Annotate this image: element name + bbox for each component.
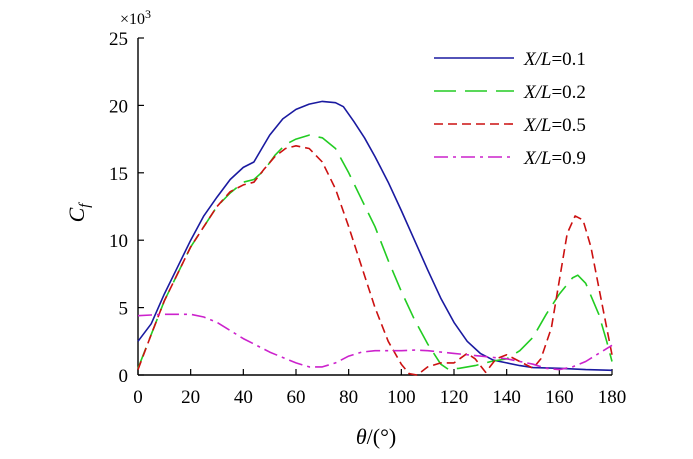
legend-label-3: X/L=0.5 [523, 115, 586, 136]
legend-label-val: =0.9 [551, 148, 585, 169]
x-tick-label: 140 [492, 387, 521, 408]
legend-label-val: =0.1 [551, 49, 585, 70]
x-axis-label-unit: /(°) [367, 424, 397, 449]
series-line-2 [137, 134, 613, 371]
y-ticks: 0 5 10 15 20 25 [109, 29, 144, 387]
x-tick-label: 0 [133, 387, 143, 408]
series-line-1 [137, 100, 613, 372]
legend-label-1: X/L=0.1 [523, 49, 586, 70]
x-tick-label: 160 [545, 387, 574, 408]
x-axis-label: θ/(°) [356, 424, 396, 449]
x-ticks: 0 20 40 60 80 100 120 140 160 180 [133, 369, 626, 408]
legend-label-var: X/L [523, 82, 551, 103]
legend-label-var: X/L [523, 115, 551, 136]
y-multiplier-exp: 3 [145, 7, 151, 21]
y-tick-label: 10 [109, 231, 128, 252]
y-tick-label: 25 [109, 29, 128, 50]
y-axis-label: Cf [64, 202, 93, 223]
x-tick-label: 120 [440, 387, 469, 408]
x-tick-label: 20 [181, 387, 200, 408]
legend-label-2: X/L=0.2 [523, 82, 586, 103]
x-axis-label-var: θ [356, 424, 367, 449]
legend-label-var: X/L [523, 49, 551, 70]
series-line-4 [137, 313, 613, 371]
y-multiplier-base: ×10 [120, 11, 145, 28]
y-multiplier: ×103 [120, 7, 151, 28]
x-tick-label: 80 [339, 387, 358, 408]
x-tick-label: 180 [598, 387, 627, 408]
legend: X/L=0.1X/L=0.2X/L=0.5X/L=0.9 [434, 49, 586, 169]
legend-label-val: =0.5 [551, 115, 585, 136]
legend-label-val: =0.2 [551, 82, 585, 103]
series-lines [137, 100, 613, 376]
legend-label-4: X/L=0.9 [523, 148, 586, 169]
y-axis-label-sub: f [77, 202, 93, 208]
y-tick-label: 5 [119, 299, 129, 320]
y-tick-label: 20 [109, 96, 128, 117]
x-tick-label: 40 [234, 387, 253, 408]
y-tick-label: 15 [109, 164, 128, 185]
x-tick-label: 100 [387, 387, 416, 408]
legend-label-var: X/L [523, 148, 551, 169]
y-tick-label: 0 [119, 366, 129, 387]
y-axis-label-var: C [64, 207, 89, 222]
series-line-3 [137, 145, 613, 376]
x-tick-label: 60 [287, 387, 306, 408]
